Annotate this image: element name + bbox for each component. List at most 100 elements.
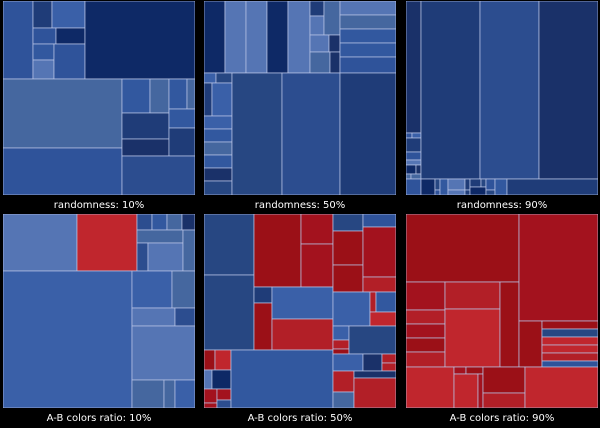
treemap-cell-blue [253, 286, 273, 304]
treemap-cell-blue [494, 178, 508, 195]
treemap-cell-blue [204, 154, 233, 169]
treemap-cell-blue [3, 147, 123, 195]
treemap-cell-blue [3, 270, 133, 408]
treemap-cell-red [204, 402, 218, 408]
treemap-cell-blue [485, 178, 496, 191]
treemap-cell-blue [485, 189, 496, 195]
treemap-cell-blue [339, 1, 396, 16]
treemap-cell-blue [149, 78, 170, 114]
treemap-cell-blue [131, 379, 165, 408]
treemap-cell-red [369, 311, 396, 327]
treemap-cell-red [541, 336, 598, 346]
treemap-cell-blue [211, 82, 233, 117]
treemap-cell-blue [538, 1, 598, 180]
treemap-cell-blue [136, 214, 153, 231]
treemap-cell-blue [406, 164, 417, 175]
treemap-cell-blue [3, 214, 78, 272]
treemap-cell-blue [121, 138, 170, 157]
treemap-cell-blue [211, 369, 232, 390]
treemap-cell-blue [309, 15, 325, 36]
treemap-cell-blue [332, 325, 350, 341]
treemap-cell-blue [231, 72, 283, 195]
treemap-cell-blue [415, 164, 422, 175]
treemap-cell-red [353, 377, 396, 408]
treemap-cell-red [406, 323, 446, 339]
treemap-cell-blue [131, 270, 173, 309]
treemap-cell-blue [32, 43, 55, 61]
treemap-cell-red [300, 214, 334, 245]
treemap-panel-ratio-90 [406, 214, 598, 408]
treemap-cell-blue [204, 141, 233, 156]
treemap-cell-blue [51, 1, 86, 29]
treemap-cell-blue [245, 1, 268, 74]
treemap-cell-blue [434, 178, 441, 191]
treemap-cell-red [406, 351, 446, 368]
treemap-cell-blue [131, 307, 176, 327]
treemap-cell-red [253, 214, 302, 288]
treemap-cell-blue [166, 214, 183, 231]
treemap-cell-blue [121, 78, 151, 114]
treemap-cell-blue [32, 1, 53, 29]
treemap-cell-blue [204, 72, 217, 84]
treemap-cell-red [406, 366, 455, 408]
treemap-cell-red [204, 388, 218, 404]
treemap-cell-blue [464, 189, 471, 195]
treemap-cell-blue [131, 325, 195, 381]
treemap-cell-red [518, 320, 543, 368]
treemap-cell-blue [309, 34, 330, 53]
treemap-cell-blue [84, 1, 195, 80]
treemap-cell-blue [3, 78, 123, 149]
treemap-panel-randomness-10 [3, 1, 195, 195]
treemap-cell-blue [230, 349, 334, 408]
treemap-cell-red [406, 281, 446, 311]
treemap-cell-blue [174, 379, 195, 408]
treemap-cell-blue [287, 1, 311, 74]
treemap-cell-blue [168, 78, 188, 110]
treemap-cell-blue [339, 42, 396, 58]
caption-randomness-10: randomness: 10% [53, 200, 145, 211]
treemap-cell-red [541, 352, 598, 362]
treemap-cell-red [453, 373, 479, 408]
treemap-cell-red [332, 370, 355, 393]
treemap-cell-blue [309, 51, 331, 74]
treemap-cell-blue [121, 155, 195, 195]
treemap-cell-red [477, 373, 484, 408]
treemap-panel-randomness-90 [406, 1, 598, 195]
treemap-cell-red [300, 243, 334, 288]
treemap-cell-blue [410, 173, 422, 180]
treemap-cell-red [453, 366, 467, 375]
treemap-cell-red [76, 214, 138, 272]
treemap-cell-blue [469, 178, 482, 188]
treemap-cell-red [332, 230, 364, 266]
treemap-cell-blue [406, 159, 422, 166]
treemap-cell-blue [406, 1, 422, 134]
treemap-cell-blue [136, 242, 149, 272]
treemap-cell-red [444, 281, 501, 310]
treemap-cell-blue [204, 180, 233, 195]
treemap-cell-blue [181, 214, 195, 231]
treemap-cell-blue [339, 56, 396, 74]
treemap-cell-blue [168, 108, 195, 129]
treemap-cell-blue [168, 127, 195, 157]
treemap-cell-blue [328, 34, 341, 53]
treemap-cell-blue [204, 214, 255, 276]
treemap-cell-red [406, 337, 446, 353]
treemap-cell-blue [204, 82, 213, 117]
treemap-panel-ratio-10 [3, 214, 195, 408]
treemap-cell-blue [309, 1, 325, 17]
treemap-cell-red [271, 318, 334, 351]
treemap-cell-blue [147, 242, 184, 272]
treemap-cell-blue [151, 214, 168, 231]
treemap-cell-blue [480, 178, 487, 188]
treemap-cell-blue [339, 28, 396, 44]
treemap-cell-red [541, 344, 598, 354]
treemap-cell-blue [204, 369, 213, 390]
treemap-cell-blue [329, 51, 341, 74]
treemap-cell-red [444, 308, 501, 368]
treemap-cell-blue [204, 274, 255, 351]
treemap-cell-blue [362, 214, 396, 228]
treemap-cell-blue [216, 399, 232, 408]
treemap-panel-ratio-50 [204, 214, 396, 408]
treemap-cell-blue [182, 229, 195, 272]
treemap-cell-blue [204, 128, 233, 143]
